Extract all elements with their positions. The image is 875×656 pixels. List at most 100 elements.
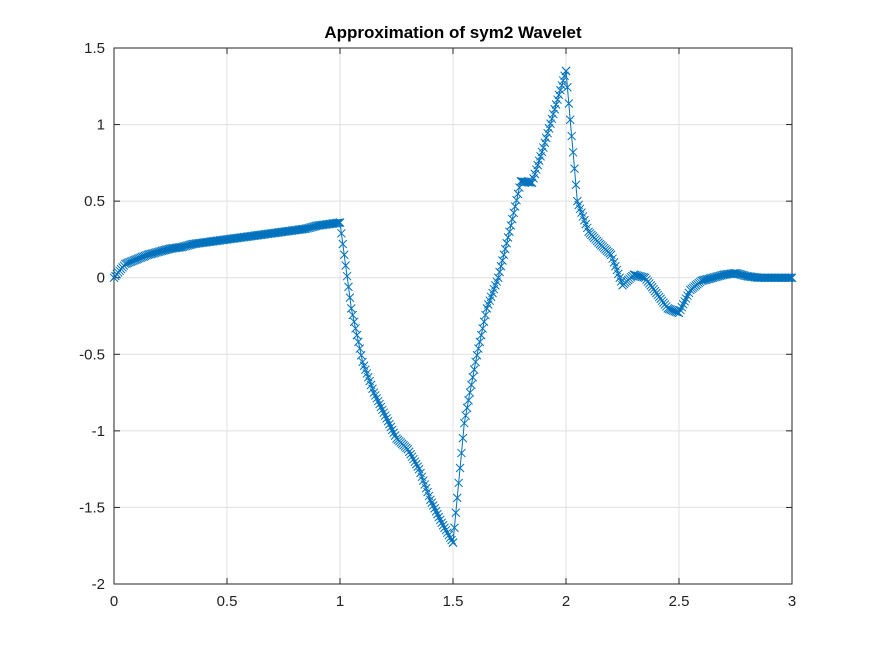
- data-point-marker: [503, 233, 513, 242]
- data-point-marker: [344, 282, 353, 292]
- data-point-marker: [354, 337, 363, 347]
- data-point-marker: [372, 393, 382, 403]
- data-point-marker: [498, 256, 507, 265]
- data-point-marker: [345, 293, 355, 302]
- data-point-marker: [346, 303, 356, 313]
- data-point-marker: [348, 310, 358, 320]
- grid: [113, 47, 793, 585]
- data-point-marker: [355, 344, 365, 353]
- y-tick-label: 1.5: [84, 40, 105, 57]
- y-tick-label: -1: [92, 423, 105, 440]
- data-point-marker: [428, 501, 438, 510]
- data-point-marker: [444, 530, 454, 540]
- data-point-marker: [332, 218, 342, 228]
- data-point-marker: [441, 525, 451, 535]
- data-point-marker: [557, 80, 567, 90]
- data-point-marker: [467, 380, 476, 390]
- data-point-marker: [339, 250, 349, 260]
- data-point-marker: [403, 444, 413, 454]
- data-point-marker: [437, 518, 447, 528]
- data-point-marker: [385, 419, 394, 429]
- data-point-marker: [409, 454, 418, 464]
- data-point-marker: [435, 515, 445, 525]
- data-point-marker: [787, 273, 797, 283]
- data-point-marker: [570, 164, 579, 173]
- data-point-marker: [464, 395, 473, 405]
- data-point-marker: [380, 411, 390, 420]
- x-tick-label: 2.5: [669, 593, 690, 610]
- data-point-marker: [438, 520, 448, 530]
- data-point-marker: [558, 76, 568, 85]
- data-point-marker: [413, 462, 423, 472]
- data-point-marker: [450, 523, 459, 533]
- data-point-marker: [434, 512, 444, 522]
- data-point-marker: [352, 330, 362, 340]
- data-point-marker: [389, 428, 399, 438]
- y-tick-labels: -2 -1.5 -1 -0.5 0 0.5 1 1.5: [79, 40, 105, 593]
- data-point-marker: [474, 344, 483, 353]
- y-tick-label: 0.5: [84, 193, 105, 210]
- data-point-marker: [540, 138, 550, 148]
- data-point-marker: [410, 457, 420, 467]
- data-point-marker: [786, 273, 795, 283]
- data-point-marker: [496, 261, 506, 271]
- data-point-marker: [447, 535, 456, 545]
- data-point-marker: [555, 85, 565, 95]
- data-point-marker: [411, 459, 421, 469]
- x-tick-label: 0.5: [217, 593, 238, 610]
- data-point-marker: [459, 418, 469, 428]
- data-point-marker: [433, 509, 442, 519]
- data-point-marker: [426, 495, 435, 505]
- data-point-marker: [407, 452, 417, 462]
- data-point-marker: [547, 114, 557, 124]
- data-point-marker: [493, 273, 503, 283]
- data-point-marker: [499, 250, 509, 260]
- x-tick-labels: 0 0.5 1 1.5 2 2.5 3: [110, 593, 796, 610]
- data-point-marker: [452, 493, 462, 503]
- data-point-marker: [560, 71, 569, 81]
- x-tick-label: 1: [336, 593, 344, 610]
- data-point-marker: [369, 388, 379, 397]
- data-point-marker: [481, 310, 490, 320]
- data-point-marker: [378, 405, 387, 415]
- data-point-marker: [351, 324, 360, 333]
- data-point-marker: [500, 244, 510, 254]
- data-point-marker: [680, 297, 690, 306]
- data-point-marker: [383, 416, 393, 426]
- data-point-marker: [356, 350, 366, 360]
- data-point-marker: [451, 508, 461, 518]
- data-point-marker: [683, 291, 692, 301]
- data-point-marker: [468, 372, 478, 382]
- data-point-marker: [375, 399, 384, 409]
- data-point-marker: [568, 147, 578, 157]
- data-point-marker: [465, 388, 475, 397]
- data-point-marker: [676, 305, 685, 315]
- data-point-marker: [479, 317, 489, 327]
- data-point-marker: [539, 143, 548, 152]
- data-point-marker: [454, 478, 464, 488]
- data-point-marker: [390, 431, 400, 440]
- data-point-marker: [678, 299, 688, 309]
- data-point-marker: [554, 90, 564, 100]
- data-point-marker: [471, 357, 480, 367]
- data-point-marker: [681, 294, 691, 303]
- data-point-marker: [448, 538, 458, 548]
- x-tick-label: 0: [110, 593, 118, 610]
- data-point-marker: [677, 302, 687, 312]
- data-point-marker: [546, 119, 555, 128]
- data-point-marker: [334, 218, 343, 228]
- data-point-marker: [373, 396, 383, 406]
- data-point-marker: [571, 180, 581, 190]
- data-point-marker: [342, 271, 352, 281]
- data-point-marker: [427, 498, 437, 507]
- data-point-marker: [476, 330, 486, 340]
- y-tick-label: -0.5: [79, 346, 105, 363]
- data-point-marker: [550, 104, 560, 114]
- data-point-marker: [541, 133, 551, 143]
- data-point-marker: [783, 273, 793, 283]
- data-point-marker: [382, 414, 391, 423]
- data-point-marker: [472, 350, 482, 360]
- data-point-marker: [338, 239, 348, 249]
- data-point-marker: [387, 425, 397, 435]
- data-point-marker: [462, 403, 472, 413]
